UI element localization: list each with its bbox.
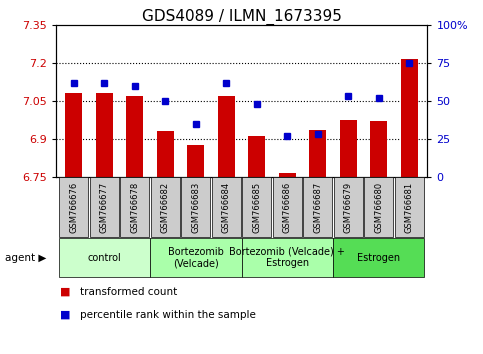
FancyBboxPatch shape bbox=[150, 238, 242, 277]
Bar bbox=[370, 121, 387, 177]
Text: Bortezomib
(Velcade): Bortezomib (Velcade) bbox=[168, 247, 224, 268]
Bar bbox=[96, 93, 113, 177]
Text: Bortezomib (Velcade) +
Estrogen: Bortezomib (Velcade) + Estrogen bbox=[229, 247, 345, 268]
Text: GSM766681: GSM766681 bbox=[405, 182, 413, 233]
Bar bbox=[279, 173, 296, 177]
Text: agent ▶: agent ▶ bbox=[5, 252, 46, 263]
FancyBboxPatch shape bbox=[395, 177, 424, 237]
FancyBboxPatch shape bbox=[151, 177, 180, 237]
Text: ■: ■ bbox=[60, 310, 71, 320]
Text: ■: ■ bbox=[60, 287, 71, 297]
Bar bbox=[401, 59, 417, 177]
Bar bbox=[187, 145, 204, 177]
FancyBboxPatch shape bbox=[120, 177, 149, 237]
FancyBboxPatch shape bbox=[242, 177, 271, 237]
Bar bbox=[66, 93, 82, 177]
FancyBboxPatch shape bbox=[303, 177, 332, 237]
Text: GDS4089 / ILMN_1673395: GDS4089 / ILMN_1673395 bbox=[142, 9, 341, 25]
Bar bbox=[218, 96, 235, 177]
Text: GSM766678: GSM766678 bbox=[130, 182, 139, 233]
FancyBboxPatch shape bbox=[242, 238, 333, 277]
Text: Estrogen: Estrogen bbox=[357, 252, 400, 263]
Bar bbox=[127, 96, 143, 177]
Bar bbox=[309, 130, 326, 177]
Text: percentile rank within the sample: percentile rank within the sample bbox=[80, 310, 256, 320]
FancyBboxPatch shape bbox=[181, 177, 211, 237]
Text: GSM766686: GSM766686 bbox=[283, 182, 292, 233]
Text: GSM766679: GSM766679 bbox=[344, 182, 353, 233]
Text: control: control bbox=[87, 252, 121, 263]
Text: GSM766677: GSM766677 bbox=[100, 182, 109, 233]
Bar bbox=[157, 131, 174, 177]
Text: GSM766682: GSM766682 bbox=[161, 182, 170, 233]
FancyBboxPatch shape bbox=[212, 177, 241, 237]
Text: GSM766687: GSM766687 bbox=[313, 182, 322, 233]
FancyBboxPatch shape bbox=[364, 177, 393, 237]
Text: transformed count: transformed count bbox=[80, 287, 177, 297]
FancyBboxPatch shape bbox=[59, 177, 88, 237]
Text: GSM766684: GSM766684 bbox=[222, 182, 231, 233]
Text: GSM766680: GSM766680 bbox=[374, 182, 383, 233]
FancyBboxPatch shape bbox=[333, 238, 425, 277]
Bar bbox=[340, 120, 356, 177]
Text: GSM766683: GSM766683 bbox=[191, 182, 200, 233]
Bar bbox=[248, 136, 265, 177]
FancyBboxPatch shape bbox=[272, 177, 302, 237]
FancyBboxPatch shape bbox=[90, 177, 119, 237]
FancyBboxPatch shape bbox=[58, 238, 150, 277]
Text: GSM766685: GSM766685 bbox=[252, 182, 261, 233]
Text: GSM766676: GSM766676 bbox=[70, 182, 78, 233]
FancyBboxPatch shape bbox=[334, 177, 363, 237]
